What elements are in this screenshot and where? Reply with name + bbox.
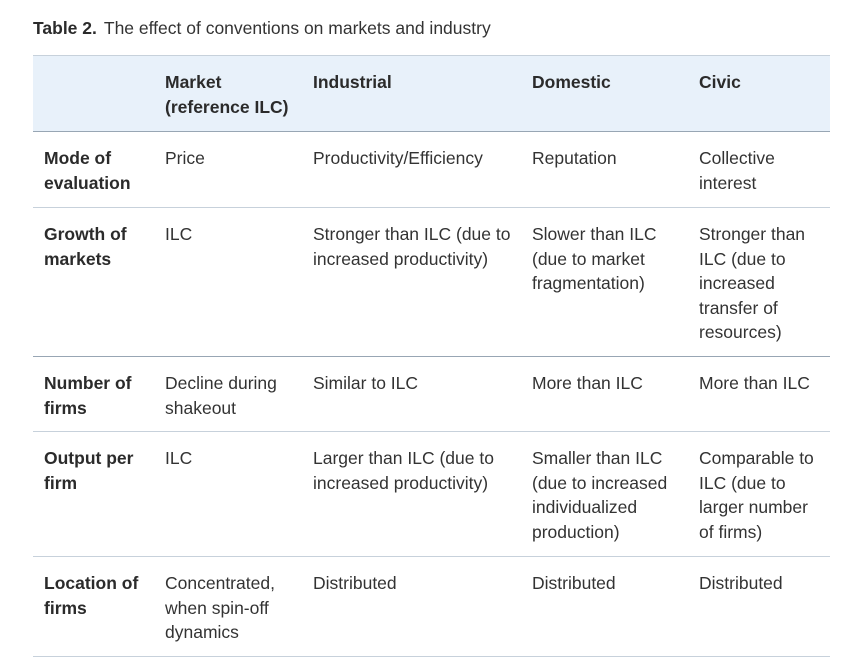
table-cell: Larger than ILC (due to increased produc… (313, 448, 494, 493)
table-cell: Distributed (313, 573, 397, 593)
caption-label: Table 2. (33, 18, 97, 38)
table-row: Growth of markets ILC Stronger than ILC … (33, 207, 830, 357)
table-cell: More than ILC (699, 373, 810, 393)
table-cell: Comparable to ILC (due to larger number … (699, 448, 814, 542)
table-header: Market (reference ILC) Industrial Domest… (33, 55, 830, 132)
table-cell: ILC (165, 224, 193, 244)
table-cell: Decline during shakeout (165, 373, 277, 418)
header-cell-market: Market (reference ILC) (165, 72, 289, 117)
table-cell: Productivity/Efficiency (313, 148, 483, 168)
header-cell-empty (33, 56, 157, 132)
table-caption: Table 2. The effect of conventions on mar… (33, 17, 491, 39)
table-cell: Slower than ILC (due to market fragmenta… (532, 224, 657, 294)
header-cell-civic: Civic (699, 72, 741, 92)
table-row: Number of firms Decline during shakeout … (33, 356, 830, 432)
table-cell: More than ILC (532, 373, 643, 393)
row-label: Number of firms (44, 373, 132, 418)
row-label: Location of firms (44, 573, 139, 618)
table-row: Mode of evaluation Price Productivity/Ef… (33, 131, 830, 208)
table-cell: Reputation (532, 148, 617, 168)
table-cell: Concentrated, when spin-off dynamics (165, 573, 275, 643)
table-cell: Stronger than ILC (due to increased prod… (313, 224, 511, 269)
caption-text: The effect of conventions on markets and… (103, 18, 491, 38)
table-cell: Smaller than ILC (due to increased indiv… (532, 448, 668, 542)
table-body: Mode of evaluation Price Productivity/Ef… (33, 131, 830, 657)
conventions-table: Market (reference ILC) Industrial Domest… (33, 55, 830, 657)
header-row: Market (reference ILC) Industrial Domest… (33, 55, 830, 132)
row-label: Output per firm (44, 448, 134, 493)
row-label: Mode of evaluation (44, 148, 131, 193)
table-cell: ILC (165, 448, 193, 468)
table-row: Location of firms Concentrated, when spi… (33, 556, 830, 657)
header-cell-industrial: Industrial (313, 72, 392, 92)
row-label: Growth of markets (44, 224, 127, 269)
table-cell: Collective interest (699, 148, 775, 193)
header-cell-domestic: Domestic (532, 72, 611, 92)
table-cell: Distributed (699, 573, 783, 593)
table-cell: Similar to ILC (313, 373, 419, 393)
table-cell: Stronger than ILC (due to increased tran… (699, 224, 806, 343)
table-row: Output per firm ILC Larger than ILC (due… (33, 431, 830, 557)
table-cell: Price (165, 148, 205, 168)
table-cell: Distributed (532, 573, 616, 593)
